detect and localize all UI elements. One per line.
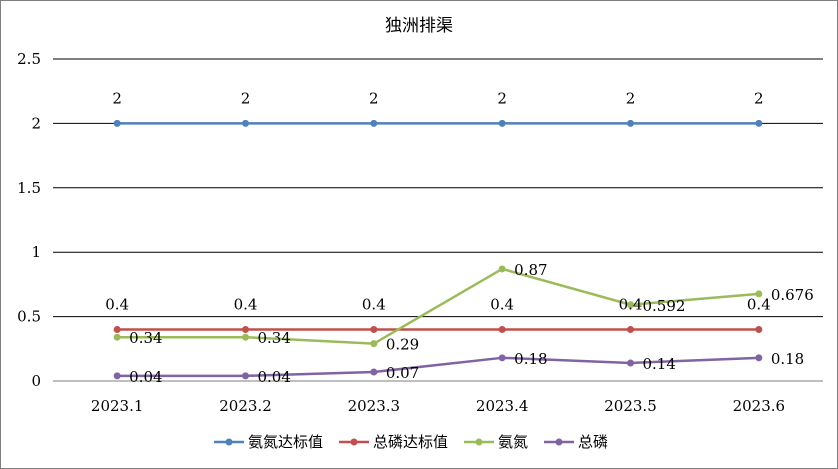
data-point	[627, 325, 634, 333]
data-point	[113, 372, 121, 380]
legend-swatch-marker	[555, 438, 563, 446]
legend-swatch-marker	[225, 438, 233, 446]
x-tick-label: 2023.6	[733, 397, 786, 415]
data-label: 0.676	[771, 286, 814, 304]
y-tick-label: 0	[31, 372, 41, 390]
legend-label: 总磷	[578, 433, 608, 451]
data-label: 2	[241, 89, 251, 107]
data-label: 2	[497, 89, 507, 107]
data-point	[242, 325, 249, 333]
legend-swatch-marker	[475, 438, 483, 446]
data-point	[242, 119, 249, 127]
legend-label: 氨氮	[498, 433, 528, 451]
data-point	[755, 354, 763, 362]
data-point	[498, 325, 506, 333]
data-point	[370, 368, 378, 376]
y-tick-label: 1	[31, 243, 41, 261]
data-point	[627, 119, 634, 127]
data-point	[242, 372, 249, 380]
data-label: 0.18	[771, 350, 804, 368]
data-point	[498, 265, 506, 273]
data-label: 0.34	[129, 329, 162, 347]
data-point	[370, 325, 378, 333]
y-tick-label: 0.5	[17, 308, 41, 326]
x-tick-label: 2023.5	[604, 397, 657, 415]
series-line	[117, 267, 759, 345]
data-point	[498, 354, 506, 362]
data-point	[755, 290, 763, 298]
data-label: 0.4	[362, 295, 386, 313]
legend-label: 氨氮达标值	[248, 433, 323, 451]
data-point	[370, 340, 378, 348]
y-axis-ticks: 0 0.5 1 1.5 2 2.5	[17, 50, 41, 390]
data-label: 0.29	[386, 336, 419, 354]
y-tick-label: 2	[31, 114, 41, 132]
legend: 氨氮达标值 总磷达标值 氨氮 总磷	[214, 433, 608, 451]
data-point	[498, 119, 506, 127]
data-label: 0.4	[105, 295, 129, 313]
data-point	[627, 301, 634, 309]
data-point	[627, 359, 634, 367]
series-line	[117, 356, 759, 378]
legend-label: 总磷达标值	[373, 433, 448, 451]
data-labels: 2 2 2 2 2 20.4 0.4 0.4 0.4 0.4 0.40.34 0.34 0.290.87…	[105, 89, 814, 385]
y-tick-label: 2.5	[17, 50, 41, 68]
data-label: 2	[626, 89, 636, 107]
data-label: 0.04	[129, 368, 162, 386]
data-label: 0.07	[386, 364, 419, 382]
data-point	[113, 333, 121, 341]
data-point	[755, 119, 763, 127]
data-label: 0.34	[258, 329, 291, 347]
x-tick-label: 2023.2	[219, 397, 272, 415]
data-label: 2	[112, 89, 122, 107]
data-label: 0.4	[747, 295, 771, 313]
data-label: 0.4	[234, 295, 258, 313]
gridlines	[53, 58, 823, 382]
data-label: 0.04	[258, 368, 291, 386]
data-label: 0.18	[514, 350, 547, 368]
data-label: 2	[754, 89, 764, 107]
data-label: 0.4	[619, 295, 643, 313]
x-tick-label: 2023.4	[476, 397, 529, 415]
legend-swatch-marker	[350, 438, 358, 446]
data-label: 0.87	[514, 261, 547, 279]
data-label: 0.592	[643, 297, 686, 315]
data-point	[755, 325, 763, 333]
data-label: 2	[369, 89, 379, 107]
data-point	[113, 325, 121, 333]
x-tick-label: 2023.1	[91, 397, 144, 415]
data-label: 0.4	[490, 295, 514, 313]
data-point	[370, 119, 378, 127]
y-tick-label: 1.5	[17, 179, 41, 197]
x-tick-label: 2023.3	[348, 397, 401, 415]
x-axis-ticks: 2023.1 2023.2 2023.3 2023.4 2023.5 2023.6	[91, 397, 785, 415]
chart-title: 独洲排渠	[385, 16, 453, 36]
data-point	[113, 119, 121, 127]
data-point	[242, 333, 249, 341]
data-label: 0.14	[643, 355, 676, 373]
series-lines	[113, 119, 763, 380]
